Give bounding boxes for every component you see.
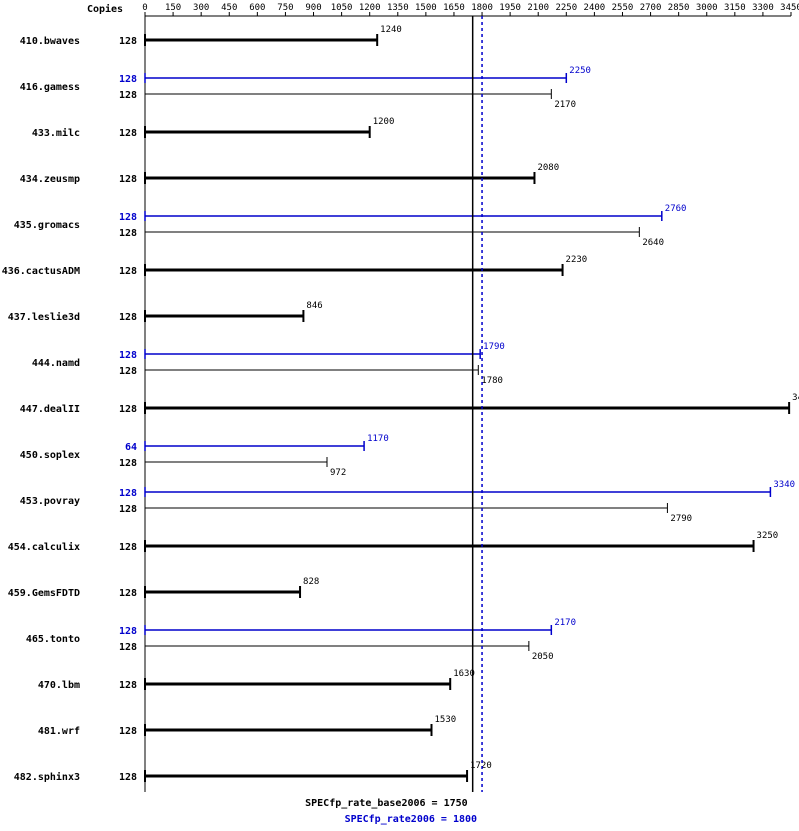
base-copies: 128 — [119, 36, 137, 47]
copies-header: Copies — [87, 3, 123, 15]
chart-background — [0, 0, 799, 831]
base-value-label: 828 — [303, 577, 319, 587]
x-tick-label: 3150 — [724, 3, 746, 13]
peak-copies: 128 — [119, 350, 137, 361]
peak-value-label: 1170 — [367, 434, 389, 444]
base-value-label: 1780 — [481, 376, 503, 386]
base-value-label: 2790 — [670, 514, 692, 524]
x-tick-label: 0 — [142, 3, 147, 13]
benchmark-name: 434.zeusmp — [20, 174, 80, 185]
x-tick-label: 1650 — [443, 3, 465, 13]
base-copies: 128 — [119, 404, 137, 415]
x-tick-label: 2400 — [584, 3, 606, 13]
x-tick-label: 3450 — [780, 3, 799, 13]
benchmark-name: 453.povray — [20, 496, 80, 507]
benchmark-name: 410.bwaves — [20, 36, 80, 47]
base-value-label: 1240 — [380, 25, 402, 35]
x-tick-label: 300 — [193, 3, 209, 13]
benchmark-name: 459.GemsFDTD — [8, 588, 80, 599]
x-tick-label: 1950 — [499, 3, 521, 13]
base-value-label: 2640 — [642, 238, 664, 248]
peak-copies: 128 — [119, 488, 137, 499]
benchmark-name: 450.soplex — [20, 450, 80, 461]
benchmark-name: 444.namd — [32, 358, 80, 369]
x-tick-label: 2100 — [527, 3, 549, 13]
base-copies: 128 — [119, 174, 137, 185]
base-copies: 128 — [119, 266, 137, 277]
x-tick-label: 1500 — [415, 3, 437, 13]
x-tick-label: 450 — [221, 3, 237, 13]
peak-copies: 128 — [119, 626, 137, 637]
x-tick-label: 1350 — [387, 3, 409, 13]
benchmark-name: 436.cactusADM — [2, 266, 80, 277]
peak-copies: 64 — [125, 442, 137, 453]
x-tick-label: 2250 — [555, 3, 577, 13]
base-copies: 128 — [119, 726, 137, 737]
x-tick-label: 2700 — [640, 3, 662, 13]
benchmark-name: 481.wrf — [38, 726, 80, 737]
benchmark-name: 433.milc — [32, 127, 80, 139]
x-tick-label: 600 — [249, 3, 265, 13]
base-copies: 128 — [119, 312, 137, 323]
base-copies: 128 — [119, 228, 137, 239]
base-copies: 128 — [119, 542, 137, 553]
x-tick-label: 3000 — [696, 3, 718, 13]
base-value-label: 1530 — [434, 715, 456, 725]
x-tick-label: 1800 — [471, 3, 493, 13]
base-copies: 128 — [119, 458, 137, 469]
base-copies: 128 — [119, 772, 137, 783]
benchmark-name: 435.gromacs — [14, 220, 80, 231]
chart-svg: 0 150 300 450 600 750 900 1050 1200 1350 1500 1650 1… — [0, 0, 799, 831]
peak-copies: 128 — [119, 74, 137, 85]
base-value-label: 972 — [330, 468, 346, 478]
x-tick-label: 1200 — [359, 3, 381, 13]
base-value-label: 1630 — [453, 669, 475, 679]
peak-value-label: 2760 — [665, 204, 687, 214]
benchmark-name: 465.tonto — [26, 634, 80, 645]
benchmark-name: 437.leslie3d — [8, 311, 80, 323]
peak-value-label: 3340 — [773, 480, 795, 490]
base-value-label: 2230 — [566, 255, 588, 265]
base-copies: 128 — [119, 588, 137, 599]
x-tick-label: 2850 — [668, 3, 690, 13]
peak-value-label: 1790 — [483, 342, 505, 352]
base-summary-label: SPECfp_rate_base2006 = 1750 — [305, 798, 468, 809]
base-value-label: 1200 — [373, 117, 395, 127]
benchmark-name: 447.dealII — [20, 404, 80, 415]
peak-copies: 128 — [119, 212, 137, 223]
spec-chart: 0 150 300 450 600 750 900 1050 1200 1350 1500 1650 1… — [0, 0, 799, 831]
peak-summary-label: SPECfp_rate2006 = 1800 — [345, 814, 477, 825]
benchmark-name: 416.gamess — [20, 82, 80, 93]
base-copies: 128 — [119, 366, 137, 377]
peak-value-label: 2250 — [569, 66, 591, 76]
x-tick-label: 750 — [277, 3, 293, 13]
benchmark-name: 482.sphinx3 — [14, 771, 80, 783]
benchmark-name: 470.lbm — [38, 680, 80, 691]
x-tick-label: 2550 — [612, 3, 634, 13]
base-copies: 128 — [119, 504, 137, 515]
base-copies: 128 — [119, 642, 137, 653]
base-value-label: 3440 — [792, 393, 799, 403]
base-value-label: 2050 — [532, 652, 554, 662]
peak-value-label: 2170 — [554, 618, 576, 628]
x-tick-label: 3300 — [752, 3, 774, 13]
base-copies: 128 — [119, 128, 137, 139]
base-copies: 128 — [119, 90, 137, 101]
base-value-label: 3250 — [757, 531, 779, 541]
x-tick-label: 900 — [305, 3, 321, 13]
base-value-label: 2170 — [554, 100, 576, 110]
base-copies: 128 — [119, 680, 137, 691]
x-tick-label: 150 — [165, 3, 181, 13]
base-value-label: 2080 — [537, 163, 559, 173]
benchmark-name: 454.calculix — [8, 541, 80, 553]
x-tick-label: 1050 — [331, 3, 353, 13]
base-value-label: 846 — [306, 301, 322, 311]
